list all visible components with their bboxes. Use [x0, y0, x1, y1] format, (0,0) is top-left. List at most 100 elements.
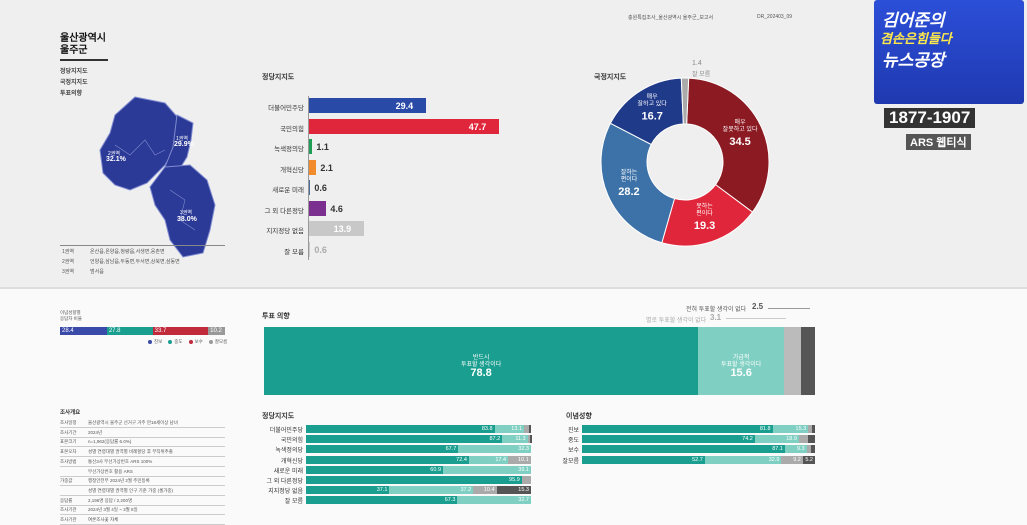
party-vote-segment: 10.4 [473, 486, 497, 495]
region-title-line2: 울주군 [60, 45, 88, 56]
party-label: 더불어민주당 [268, 105, 304, 112]
ideology-legend-item: 중도 [168, 339, 183, 344]
ideo-vote-segment [811, 425, 815, 433]
info-table-title: 조사개요 [60, 410, 81, 416]
ideology-ratio-segment: 27.8 [106, 327, 153, 335]
party-vote-segment: 67.3 [306, 496, 458, 505]
channel-logo: 김어준의 겸손은힘들다 뉴스공장 [874, 0, 1024, 104]
party-vote-segment [527, 435, 530, 444]
ideo-vote-label: 잘모름 [562, 458, 579, 465]
info-value: 2024년 [88, 429, 103, 435]
party-label: 녹색정의당 [274, 146, 304, 153]
party-vote-label: 녹색정의당 [275, 448, 303, 455]
party-label: 개혁신당 [280, 166, 304, 174]
party-vote-segment: 37.2 [389, 486, 474, 495]
info-row: 조사기관 여론조사꽃 자체 [60, 515, 225, 525]
vote-callout-value: 2.5 [752, 302, 764, 311]
donut-slice-label: 잘하고 있다 [638, 100, 668, 108]
info-value: 2,196명 응답 / 2,200명 [88, 497, 133, 503]
vote-callout-value: 3.1 [710, 313, 722, 322]
map-label-2: 2권역 [108, 151, 120, 157]
party-vote-segment: 72.4 [306, 455, 469, 464]
party-vote-label: 국민의힘 [280, 438, 303, 445]
party-label: 지지정당 없음 [266, 228, 304, 235]
party-axis [308, 96, 309, 260]
party-label: 새로운 미래 [272, 187, 304, 194]
info-value: 행정안전부 2024년 2월 주민등록 [88, 478, 150, 484]
donut-slice [680, 77, 690, 125]
vote-callout-label: 별로 투표할 생각이 없다 [646, 318, 707, 324]
map-value-1: 29.9% [174, 141, 194, 148]
donut-slice-label: 편이다 [696, 209, 713, 217]
info-key: 조사방법 [60, 458, 77, 464]
info-key: 조사기관 [60, 507, 77, 513]
ideo-vote-segment: 74.2 [582, 435, 755, 444]
ideo-vote-segment: 5.2 [802, 455, 815, 464]
ideology-legend-item: 진보 [148, 339, 162, 344]
party-vote-segment: 11.3 [502, 435, 528, 444]
legend-swatch [188, 339, 193, 344]
info-value: n=1,962(응답률 6.0%) [88, 439, 132, 445]
legend-swatch [208, 339, 213, 344]
info-row: 조사기간 2024년 [60, 428, 225, 438]
region-map [99, 96, 216, 258]
info-key: 표본오차 [60, 449, 77, 455]
info-row: 표본크기 n=1,962(응답률 6.0%) [60, 437, 225, 448]
map-legend-table [60, 245, 225, 246]
vote-segment-label: 가급적 [732, 355, 750, 361]
party-vote-segment: 60.9 [306, 465, 444, 474]
logo-line3: 뉴스공장 [882, 51, 945, 70]
info-row: 조사방법 통신3사 무선가상번호 ARS 100% [60, 457, 225, 467]
ideo-vote-label: 보수 [567, 448, 579, 455]
info-value: 여론조사꽃 자체 [88, 517, 119, 522]
donut-slice-value: 28.2 [618, 186, 639, 198]
map-legend-desc: 언양읍,삼남읍,두동면,두서면,상북면,삼동면 [90, 259, 180, 265]
info-key: 조사일정 [60, 420, 77, 425]
map-label-3: 3권역 [180, 210, 192, 216]
ideo-vote-segment: 9.3 [784, 445, 807, 454]
party-bar [308, 98, 426, 113]
info-key: 조사기관 [60, 517, 77, 522]
map-legend-name: 3권역 [62, 269, 74, 275]
ideo-vote-segment: 15.3 [772, 425, 809, 433]
donut-slice-label: 잘못하고 있다 [723, 125, 758, 133]
vote-segment [698, 327, 785, 395]
report-code: DR_202403_09 [757, 14, 793, 20]
party-vote-segment: 32.7 [457, 496, 531, 505]
party-bar [308, 180, 311, 195]
logo-line1: 김어준의 [882, 11, 945, 30]
ideo-vote-segment [798, 435, 809, 444]
vote-callout-label: 전혀 투표할 생각이 없다 [686, 307, 747, 313]
ars-sub: ARS 웹티식 [906, 134, 971, 150]
map-label-1: 1권역 [176, 136, 188, 142]
vote-segment-value: 15.6 [730, 367, 752, 379]
ideo-vote-segment [808, 425, 812, 433]
ideo-vote-segment: 9.2 [781, 455, 803, 464]
party-value: 0.6 [314, 183, 327, 193]
info-value: 2024년 3월 4일 ~ 3월 5일 [88, 507, 138, 513]
menu-item-vote: 투표의향 [60, 91, 83, 97]
party-vote-segment: 87.2 [306, 435, 503, 444]
party-value: 1.1 [316, 142, 329, 152]
info-key: 응답률 [60, 497, 73, 503]
info-row: 응답률 2,196명 응답 / 2,200명 [60, 496, 225, 506]
legend-swatch [168, 339, 173, 344]
party-value: 47.7 [468, 121, 487, 132]
party-vote-segment: 32.3 [458, 445, 531, 454]
party-label: 잘 모름 [284, 248, 304, 256]
party-vote-segment: 83.8 [306, 425, 495, 433]
info-row: 가중값 행정안전부 2024년 2월 주민등록 [60, 476, 225, 487]
ideology-ratio-segment: 28.4 [60, 327, 107, 335]
ideo-vote-segment [811, 445, 815, 454]
party-vote-segment: 13.1 [494, 425, 525, 433]
party-vote-segment: 67.7 [306, 445, 459, 454]
info-value: 성별 연령대별 권역별 인구 기준 가중 (셀가중) [88, 487, 174, 493]
ideology-legend: 진보 중도 보수 잘모름 [148, 339, 233, 345]
donut-slice-value: 16.7 [641, 111, 662, 123]
party-bar [308, 159, 317, 175]
party-value: 2.1 [320, 162, 333, 173]
vote-segment-label: 투표할 생각이다 [721, 362, 762, 368]
ideo-vote-segment: 52.7 [582, 455, 705, 464]
ideo-vote-label: 진보 [567, 428, 579, 434]
region-title-underline [60, 59, 108, 61]
